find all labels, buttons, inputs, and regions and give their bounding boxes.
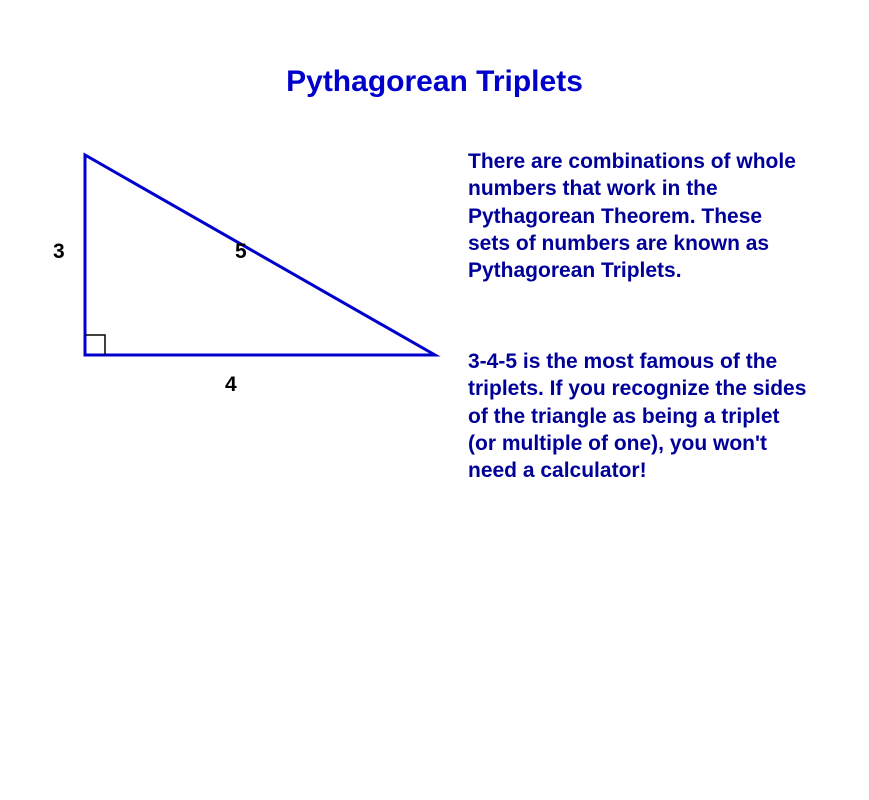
side-label-b: 4 — [225, 373, 237, 397]
triangle-diagram: 3 5 4 — [35, 145, 455, 395]
triangle-svg — [35, 145, 455, 395]
paragraph-2: 3-4-5 is the most famous of the triplets… — [468, 348, 808, 484]
side-label-a: 3 — [53, 240, 65, 264]
triangle-shape — [85, 155, 435, 355]
right-angle-marker — [85, 335, 105, 355]
paragraph-1: There are combinations of whole numbers … — [468, 148, 808, 284]
page-title: Pythagorean Triplets — [0, 65, 869, 99]
side-label-c: 5 — [235, 240, 247, 264]
